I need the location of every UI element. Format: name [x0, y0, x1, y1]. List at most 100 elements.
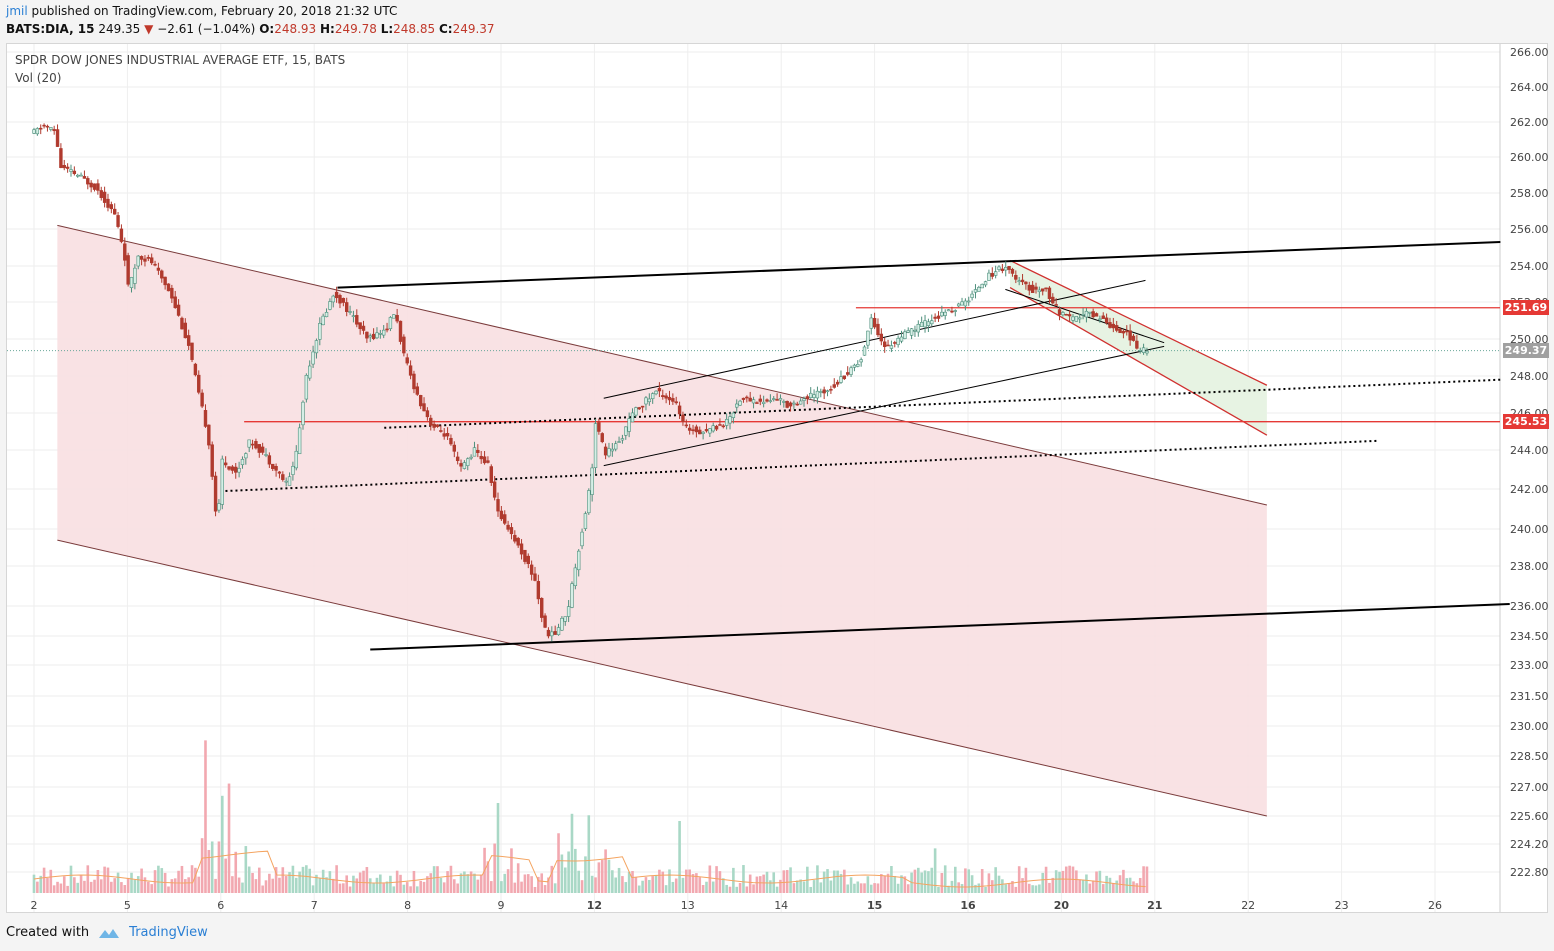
- candle-body: [271, 463, 275, 469]
- volume-bar: [631, 870, 634, 893]
- candle-body: [163, 276, 167, 286]
- volume-bar: [459, 873, 463, 893]
- candle-body: [65, 166, 70, 169]
- candle-body: [143, 258, 147, 262]
- volume-bar: [1145, 866, 1149, 893]
- candle-body: [408, 365, 413, 376]
- candle-body: [819, 391, 823, 393]
- candle-body: [442, 433, 446, 437]
- time-tick-label: 2: [31, 899, 38, 912]
- price-tick-label: 240.00: [1510, 523, 1549, 536]
- volume-bar: [1122, 869, 1125, 893]
- candle-body: [479, 455, 483, 460]
- volume-bar: [278, 877, 281, 893]
- candle-body: [624, 426, 628, 436]
- down-channel-lower: [1009, 287, 1268, 436]
- volume-bar: [365, 867, 369, 893]
- candle-body: [1020, 279, 1025, 283]
- volume-bar: [846, 884, 850, 893]
- candle-body: [637, 407, 641, 410]
- volume-bar: [1024, 867, 1028, 893]
- candle-body: [1084, 310, 1089, 318]
- candle-body: [627, 418, 631, 432]
- candle-body: [45, 125, 50, 128]
- candle-body: [318, 323, 322, 340]
- volume-bar: [920, 872, 923, 893]
- volume-bar: [1048, 882, 1051, 893]
- candle-body: [684, 424, 689, 427]
- volume-bar: [315, 874, 318, 893]
- candle-body: [1054, 304, 1058, 306]
- candle-body: [718, 424, 722, 426]
- volume-bar: [473, 873, 476, 893]
- volume-bar: [880, 874, 883, 893]
- volume-bar: [157, 865, 160, 893]
- ohlc-line: BATS:DIA, 15 249.35 ▼ −2.61 (−1.04%) O:2…: [6, 22, 495, 36]
- candle-body: [1027, 284, 1031, 291]
- volume-bar: [1112, 882, 1115, 893]
- candle-body: [257, 444, 261, 453]
- volume-bar: [42, 867, 46, 893]
- candle-body: [210, 444, 214, 477]
- volume-bar: [563, 867, 567, 893]
- candle-body: [997, 266, 1001, 270]
- author-link[interactable]: jmil: [6, 4, 28, 18]
- candle-body: [92, 183, 97, 190]
- candle-body: [247, 439, 251, 448]
- volume-bar: [691, 874, 695, 893]
- volume-bar: [56, 881, 59, 893]
- candle-body: [277, 471, 282, 474]
- volume-bar: [614, 877, 617, 893]
- candle-body: [1030, 284, 1035, 293]
- volume-bar: [210, 841, 214, 893]
- volume-bar: [547, 877, 550, 893]
- candle-body: [133, 267, 137, 284]
- candle-body: [829, 388, 833, 391]
- volume-bar: [348, 886, 352, 893]
- volume-bar: [140, 868, 143, 893]
- volume-bar: [987, 873, 991, 893]
- volume-bar: [839, 873, 843, 893]
- candle-body: [701, 431, 705, 434]
- volume-bar: [36, 881, 39, 893]
- volume-bar: [927, 871, 930, 893]
- candle-body: [664, 395, 668, 399]
- candle-body: [903, 331, 907, 339]
- volume-bar: [560, 854, 564, 893]
- volume-bar: [197, 876, 201, 893]
- volume-bar: [785, 870, 789, 893]
- candle-body: [577, 550, 581, 571]
- volume-bar: [869, 884, 873, 893]
- time-tick-label: 5: [124, 899, 131, 912]
- volume-bar: [375, 877, 379, 893]
- candle-body: [765, 399, 769, 402]
- tradingview-link[interactable]: TradingView: [129, 925, 208, 940]
- volume-bar: [298, 871, 301, 893]
- volume-bar: [116, 872, 120, 893]
- candle-body: [694, 426, 699, 433]
- candle-body: [809, 392, 813, 398]
- candle-body: [86, 178, 90, 185]
- volume-bar: [399, 874, 402, 893]
- candle-body: [422, 403, 426, 412]
- time-tick-label: 23: [1335, 899, 1349, 912]
- volume-bar: [187, 877, 190, 893]
- price-tick-label: 224.20: [1510, 838, 1549, 851]
- candle-body: [472, 447, 477, 457]
- low-label: L:: [380, 22, 394, 36]
- time-tick-label: 8: [404, 899, 411, 912]
- candle-body: [852, 364, 857, 368]
- candle-body: [674, 401, 678, 404]
- volume-bar: [190, 865, 194, 893]
- candle-body: [240, 459, 245, 466]
- volume-bar: [352, 875, 355, 893]
- volume-bar: [147, 881, 150, 893]
- candle-body: [825, 390, 830, 393]
- volume-bar: [224, 858, 227, 893]
- volume-bar: [900, 875, 903, 893]
- volume-bar: [906, 884, 910, 893]
- volume-bar: [294, 877, 298, 893]
- candle-body: [459, 463, 463, 467]
- volume-bar: [728, 886, 732, 893]
